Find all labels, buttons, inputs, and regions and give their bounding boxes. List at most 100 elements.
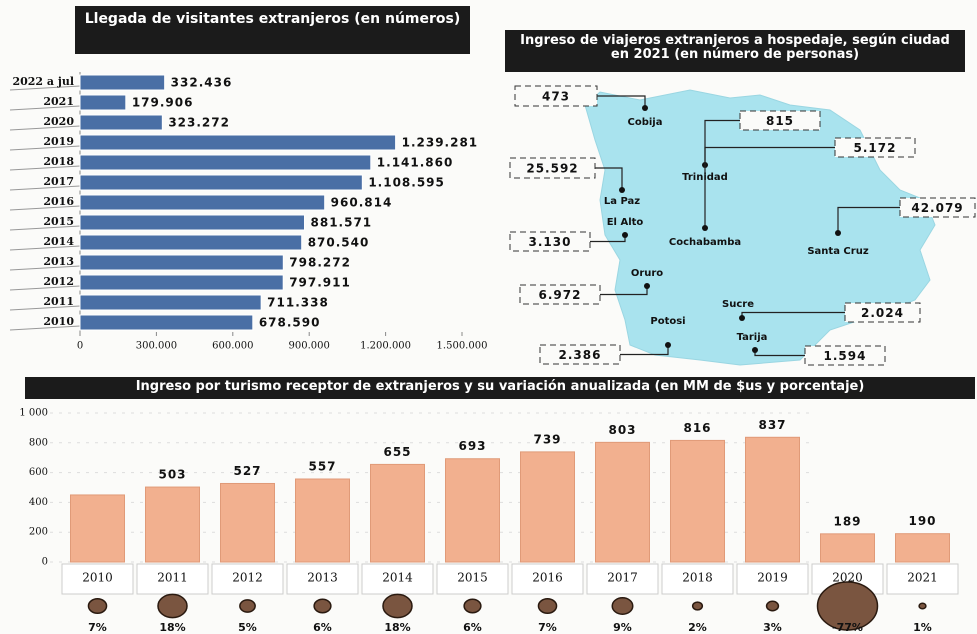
year-cell xyxy=(211,563,284,595)
city-label: Potosi xyxy=(650,316,685,327)
chart-title: Llegada de visitantes extranjeros (en nú… xyxy=(75,6,470,54)
bar xyxy=(79,194,326,211)
bar xyxy=(670,439,725,563)
row-rule xyxy=(9,225,81,231)
x-tick-label: 2013 xyxy=(307,571,338,585)
variation-label: 7% xyxy=(538,621,557,634)
value-label: 881.571 xyxy=(311,216,373,230)
variation-label: 3% xyxy=(763,621,782,634)
value-label: 815 xyxy=(766,114,794,128)
value-box xyxy=(804,345,886,366)
x-tick-label: 2014 xyxy=(382,571,413,585)
value-label: 473 xyxy=(542,90,570,104)
y-tick-label: 2016 xyxy=(43,195,74,208)
value-label: 332.436 xyxy=(171,76,233,90)
bar xyxy=(295,478,350,563)
value-box xyxy=(519,284,601,305)
x-tick-label: 1.200.000 xyxy=(360,341,411,352)
variation-bubble xyxy=(537,598,558,614)
y-tick-label: 2017 xyxy=(43,175,74,188)
bar xyxy=(145,486,200,563)
city-label: Cochabamba xyxy=(669,237,741,248)
value-label: 5.172 xyxy=(854,141,897,155)
chart-title: Ingreso de viajeros extranjeros a hosped… xyxy=(505,30,965,72)
row-rule xyxy=(9,125,81,131)
value-label: 1.239.281 xyxy=(402,136,479,150)
value-label: 189 xyxy=(833,514,861,528)
bar xyxy=(70,494,125,563)
value-box xyxy=(539,344,621,365)
value-label: 1.141.860 xyxy=(377,156,454,170)
row-rule xyxy=(9,105,81,111)
bar xyxy=(79,134,397,151)
value-label: 1.108.595 xyxy=(368,176,445,190)
variation-bubble xyxy=(239,599,256,613)
value-box xyxy=(739,110,821,131)
year-cell xyxy=(511,563,584,595)
value-label: 655 xyxy=(383,445,411,459)
value-box xyxy=(509,231,591,252)
row-rule xyxy=(9,325,81,331)
y-tick-label: 2018 xyxy=(43,155,74,168)
value-label: 739 xyxy=(533,432,561,446)
value-label: 2.386 xyxy=(559,348,602,362)
city-dot xyxy=(752,347,758,353)
bar xyxy=(79,174,363,191)
x-tick-label: 2012 xyxy=(232,571,263,585)
value-label: 527 xyxy=(233,464,261,478)
value-label: 816 xyxy=(683,421,711,435)
y-tick-label: 0 xyxy=(42,557,48,568)
leader-line xyxy=(597,95,646,108)
leader-line xyxy=(704,146,835,228)
y-tick-label: 400 xyxy=(29,497,48,508)
value-label: 870.540 xyxy=(308,236,370,250)
bar xyxy=(79,254,284,271)
y-tick-label: 2022 a jul xyxy=(12,75,74,88)
y-tick-label: 200 xyxy=(29,527,48,538)
x-tick-label: 2016 xyxy=(532,571,563,585)
value-label: 797.911 xyxy=(289,276,351,290)
variation-bubble xyxy=(463,598,482,614)
bar xyxy=(79,274,284,291)
variation-label: -77% xyxy=(832,621,863,634)
bar xyxy=(820,533,875,563)
leader-line xyxy=(620,345,669,356)
city-dot xyxy=(665,342,671,348)
year-cell xyxy=(61,563,134,595)
row-rule xyxy=(9,85,81,91)
variation-label: 6% xyxy=(463,621,482,634)
y-tick-label: 2010 xyxy=(43,315,74,328)
x-tick-label: 1.500.000 xyxy=(437,341,488,352)
value-label: 6.972 xyxy=(539,288,582,302)
x-tick-label: 0 xyxy=(77,341,83,352)
bar xyxy=(79,294,262,311)
variation-label: 6% xyxy=(313,621,332,634)
y-tick-label: 600 xyxy=(29,467,48,478)
bar xyxy=(79,314,254,331)
row-rule xyxy=(9,285,81,291)
city-label: Tarija xyxy=(737,332,768,343)
bar xyxy=(79,214,306,231)
x-tick-label: 2019 xyxy=(757,571,788,585)
bar xyxy=(370,463,425,563)
row-rule xyxy=(9,185,81,191)
value-label: 960.814 xyxy=(331,196,393,210)
variation-bubble xyxy=(765,600,780,612)
city-dot xyxy=(642,105,648,111)
y-tick-label: 2015 xyxy=(43,215,74,228)
city-label: Cobija xyxy=(628,117,663,128)
variation-bubble xyxy=(157,593,188,619)
city-dot xyxy=(644,283,650,289)
variation-bubble xyxy=(313,598,332,614)
bar xyxy=(79,154,372,171)
y-tick-label: 2011 xyxy=(43,295,74,308)
value-label: 837 xyxy=(758,418,786,432)
value-label: 503 xyxy=(158,468,186,482)
year-cell xyxy=(586,563,659,595)
y-tick-label: 2012 xyxy=(43,275,74,288)
x-tick-label: 2011 xyxy=(157,571,188,585)
value-box xyxy=(844,302,921,323)
chart-title: Ingreso por turismo receptor de extranje… xyxy=(25,377,975,399)
value-box xyxy=(899,197,976,218)
